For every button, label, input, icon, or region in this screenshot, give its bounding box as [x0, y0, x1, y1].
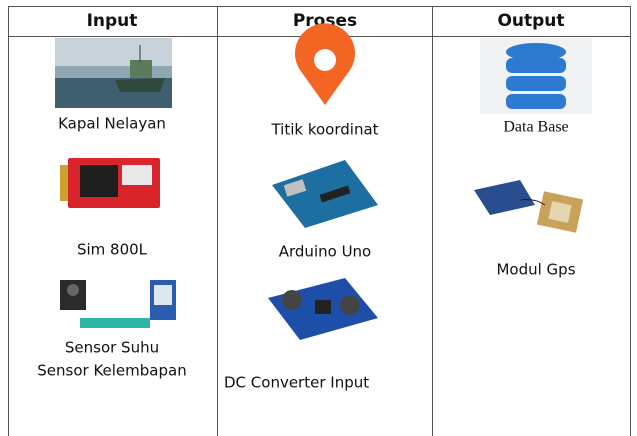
- sim800l-image: [60, 158, 160, 208]
- arduino-image: [272, 160, 378, 228]
- item-label: Arduino Uno: [279, 243, 371, 261]
- ship-image: [55, 38, 172, 108]
- item-label: Modul Gps: [496, 261, 575, 279]
- item-label: Sensor Suhu: [65, 339, 159, 357]
- item-label: Sim 800L: [77, 241, 148, 259]
- header-cell: Input: [87, 11, 138, 31]
- sensor-image: [60, 280, 176, 328]
- gps-module-image: [474, 180, 584, 233]
- item-label: DC Converter Input: [224, 374, 369, 392]
- item-label: Data Base: [503, 119, 568, 136]
- header-cell: Proses: [293, 11, 357, 31]
- table-grid: [8, 6, 631, 436]
- dc-converter-image: [268, 278, 378, 340]
- pin-icon: [295, 23, 355, 105]
- database-icon: [480, 38, 592, 114]
- item-label: Titik koordinat: [270, 121, 378, 139]
- item-label: Kapal Nelayan: [58, 115, 166, 133]
- item-label: Sensor Kelembapan: [37, 362, 186, 380]
- header-cell: Output: [497, 11, 564, 31]
